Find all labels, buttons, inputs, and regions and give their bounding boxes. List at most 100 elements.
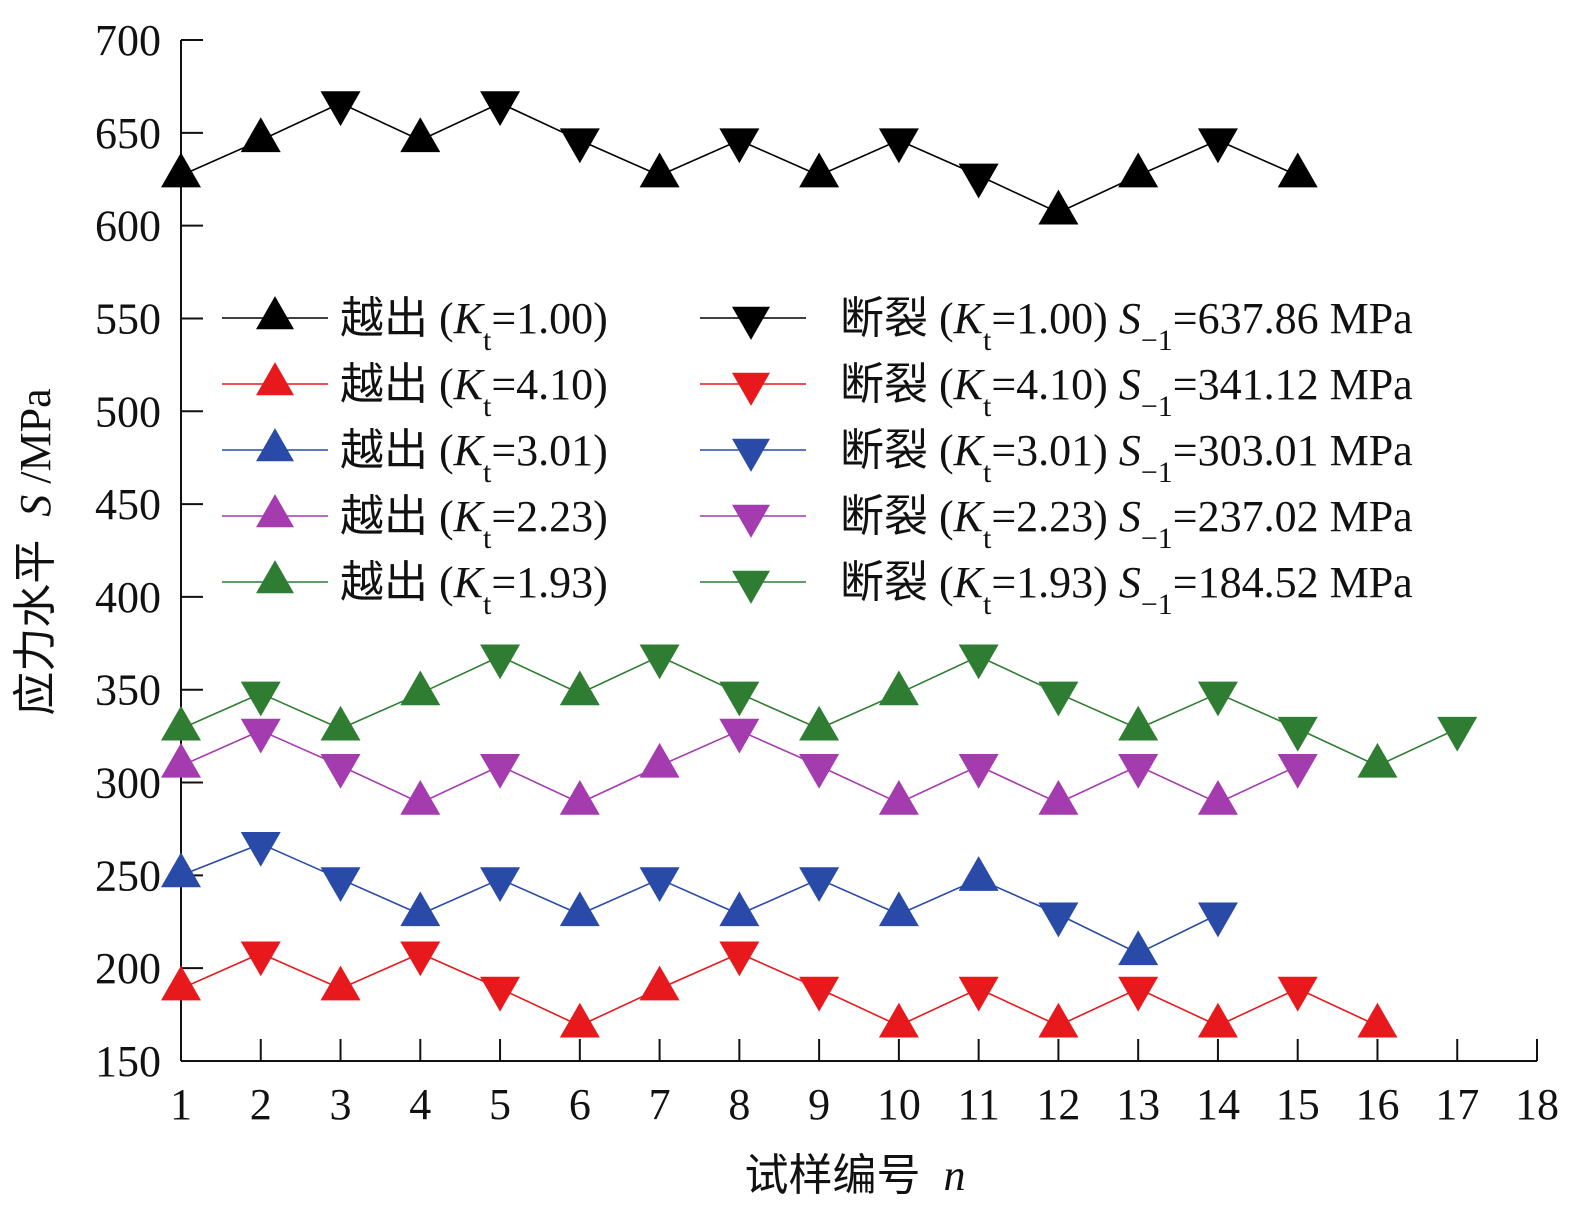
runout-point (161, 742, 201, 778)
legend-runout-label: 越出 (Kt=4.10) (340, 360, 608, 423)
fracture-point (480, 976, 521, 1012)
fracture-point (1118, 976, 1159, 1012)
legend-runout-marker (256, 362, 294, 396)
fracture-point (958, 754, 999, 789)
y-tick-label: 350 (95, 666, 161, 715)
legend-fracture-label: 断裂 (Kt=2.23) S−1=237.02 MPa (840, 492, 1413, 555)
x-tick-label: 17 (1435, 1080, 1479, 1129)
axis-titles: 试样编号 n 应力水平 S /MPa (11, 388, 966, 1200)
x-tick-label: 16 (1355, 1080, 1399, 1129)
y-tick-label: 500 (95, 387, 161, 436)
fracture-point (1038, 902, 1079, 938)
runout-point (161, 852, 201, 888)
runout-point (161, 152, 201, 188)
y-tick-label: 600 (95, 202, 161, 251)
legend-row-kt-1.00: 越出 (Kt=1.00) 断裂 (Kt=1.00) S−1=637.86 MPa (222, 294, 1413, 357)
fracture-point (480, 867, 521, 903)
runout-point (878, 891, 919, 927)
x-tick-label: 8 (728, 1080, 750, 1129)
fracture-point (1197, 128, 1238, 164)
runout-point (400, 670, 441, 706)
runout-point (1118, 152, 1159, 188)
y-tick-label: 300 (95, 759, 161, 808)
series-kt-3.01 (161, 831, 1238, 966)
fracture-point (958, 163, 999, 199)
legend-runout-label: 越出 (Kt=3.01) (340, 426, 608, 489)
runout-point (559, 1002, 600, 1038)
fracture-point (799, 867, 840, 903)
fracture-point (1437, 716, 1478, 752)
legend: 越出 (Kt=1.00) 断裂 (Kt=1.00) S−1=637.86 MPa越… (222, 294, 1413, 621)
runout-point (400, 779, 441, 815)
series-kt-1.93 (161, 644, 1478, 778)
fracture-point (719, 718, 760, 754)
runout-point (1038, 779, 1079, 815)
runout-point (1118, 930, 1159, 966)
fracture-point (719, 681, 760, 717)
fracture-point (480, 91, 521, 127)
legend-runout-marker (256, 494, 294, 528)
fracture-point (240, 718, 281, 754)
legend-row-kt-3.01: 越出 (Kt=3.01) 断裂 (Kt=3.01) S−1=303.01 MPa (222, 426, 1413, 489)
x-tick-label: 9 (808, 1080, 830, 1129)
runout-point (559, 670, 600, 706)
series-kt-4.10 (161, 941, 1398, 1038)
runout-point (400, 891, 441, 927)
fracture-point (1277, 754, 1318, 789)
legend-row-kt-2.23: 越出 (Kt=2.23) 断裂 (Kt=2.23) S−1=237.02 MPa (222, 492, 1413, 555)
runout-point (878, 1002, 919, 1038)
x-tick-label: 3 (330, 1080, 352, 1129)
runout-point (400, 117, 441, 153)
runout-point (1118, 705, 1159, 741)
runout-point (639, 965, 680, 1001)
fracture-point (958, 644, 999, 680)
x-tick-label: 11 (957, 1080, 999, 1129)
fracture-point (320, 867, 361, 903)
runout-point (719, 891, 760, 927)
fracture-point (1038, 681, 1079, 717)
fracture-point (1197, 902, 1238, 938)
runout-point (799, 152, 840, 188)
x-tick-label: 6 (569, 1080, 591, 1129)
fracture-point (559, 128, 600, 164)
fracture-point (400, 941, 441, 977)
y-axis-title-var: S (11, 495, 60, 517)
x-tick-label: 18 (1515, 1080, 1559, 1129)
fracture-point (799, 754, 840, 789)
runout-point (639, 152, 680, 188)
runout-point (878, 670, 919, 706)
y-axis-title-main: 应力水平 (11, 540, 60, 716)
series-kt-2.23 (161, 718, 1318, 815)
fracture-point (480, 644, 521, 680)
runout-point (559, 779, 600, 815)
y-axis-title: 应力水平 S /MPa (11, 388, 60, 715)
fracture-point (719, 128, 760, 164)
legend-row-kt-4.10: 越出 (Kt=4.10) 断裂 (Kt=4.10) S−1=341.12 MPa (222, 360, 1413, 423)
runout-point (320, 705, 361, 741)
legend-fracture-marker (732, 372, 770, 406)
x-axis-title: 试样编号 n (745, 1151, 966, 1200)
y-axis-title-unit: /MPa (11, 388, 60, 483)
runout-point (1197, 1002, 1238, 1038)
x-tick-label: 2 (250, 1080, 272, 1129)
fracture-point (320, 754, 361, 789)
x-tick-label: 13 (1116, 1080, 1160, 1129)
runout-point (1357, 742, 1398, 778)
y-tick-label: 450 (95, 480, 161, 529)
runout-point (878, 779, 919, 815)
y-tick-label: 250 (95, 851, 161, 900)
series-kt-1.00 (161, 91, 1318, 225)
runout-point (1197, 779, 1238, 815)
legend-runout-label: 越出 (Kt=2.23) (340, 492, 608, 555)
x-tick-label: 14 (1196, 1080, 1240, 1129)
runout-point (639, 742, 680, 778)
x-tick-label: 1 (170, 1080, 192, 1129)
fracture-point (1277, 976, 1318, 1012)
legend-fracture-marker (732, 570, 770, 604)
runout-point (1357, 1002, 1398, 1038)
legend-fracture-marker (732, 504, 770, 538)
y-tick-label: 550 (95, 294, 161, 343)
legend-fracture-label: 断裂 (Kt=3.01) S−1=303.01 MPa (840, 426, 1413, 489)
runout-point (799, 705, 840, 741)
legend-fracture-label: 断裂 (Kt=4.10) S−1=341.12 MPa (840, 360, 1413, 423)
